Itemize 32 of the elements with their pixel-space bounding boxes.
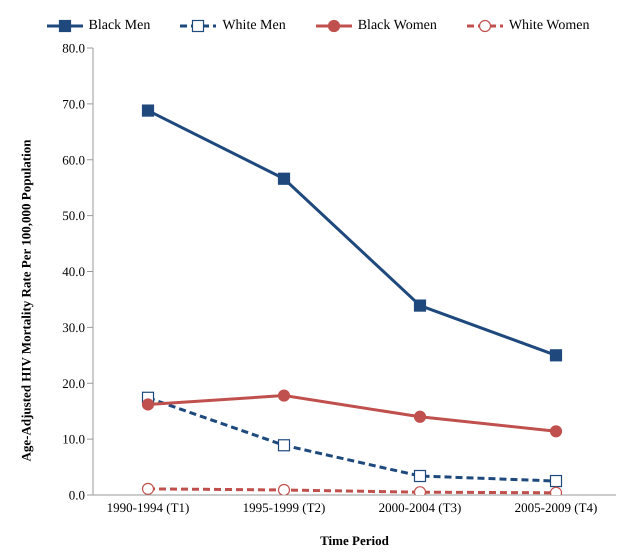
legend-label: Black Women bbox=[358, 18, 437, 34]
point bbox=[550, 349, 562, 362]
x-tick-label: 2000-2004 (T3) bbox=[378, 500, 462, 516]
x-tick-label: 1990-1994 (T1) bbox=[106, 500, 190, 516]
y-tick-label: 0.0 bbox=[68, 488, 85, 503]
x-tick-label: 2005-2009 (T4) bbox=[514, 500, 598, 516]
point bbox=[550, 425, 562, 438]
point bbox=[142, 104, 154, 117]
point bbox=[550, 474, 562, 488]
y-tick-label: 60.0 bbox=[62, 152, 85, 168]
legend-label: Black Men bbox=[88, 18, 150, 34]
point bbox=[278, 389, 290, 402]
point bbox=[142, 398, 154, 411]
point bbox=[414, 299, 426, 312]
y-axis-title: Age-Adjusted HIV Mortality Rate Per 100,000 Population bbox=[18, 138, 34, 462]
y-tick-label: 20.0 bbox=[62, 376, 85, 391]
legend-label: White Men bbox=[222, 18, 286, 34]
y-tick-label: 70.0 bbox=[62, 96, 85, 112]
y-tick-label: 80.0 bbox=[62, 40, 85, 56]
legend-label: White Women bbox=[508, 18, 590, 34]
y-tick-label: 30.0 bbox=[62, 320, 85, 335]
point bbox=[278, 484, 290, 495]
point bbox=[278, 439, 290, 452]
y-tick-label: 10.0 bbox=[62, 432, 85, 447]
point bbox=[414, 410, 426, 423]
point bbox=[142, 482, 154, 495]
x-axis-title: Time Period bbox=[320, 533, 390, 548]
y-tick-label: 50.0 bbox=[62, 208, 85, 224]
x-tick-label: 1995-1999 (T2) bbox=[242, 500, 326, 516]
point bbox=[278, 172, 290, 185]
point bbox=[414, 470, 426, 482]
y-tick-label: 40.0 bbox=[62, 264, 85, 280]
